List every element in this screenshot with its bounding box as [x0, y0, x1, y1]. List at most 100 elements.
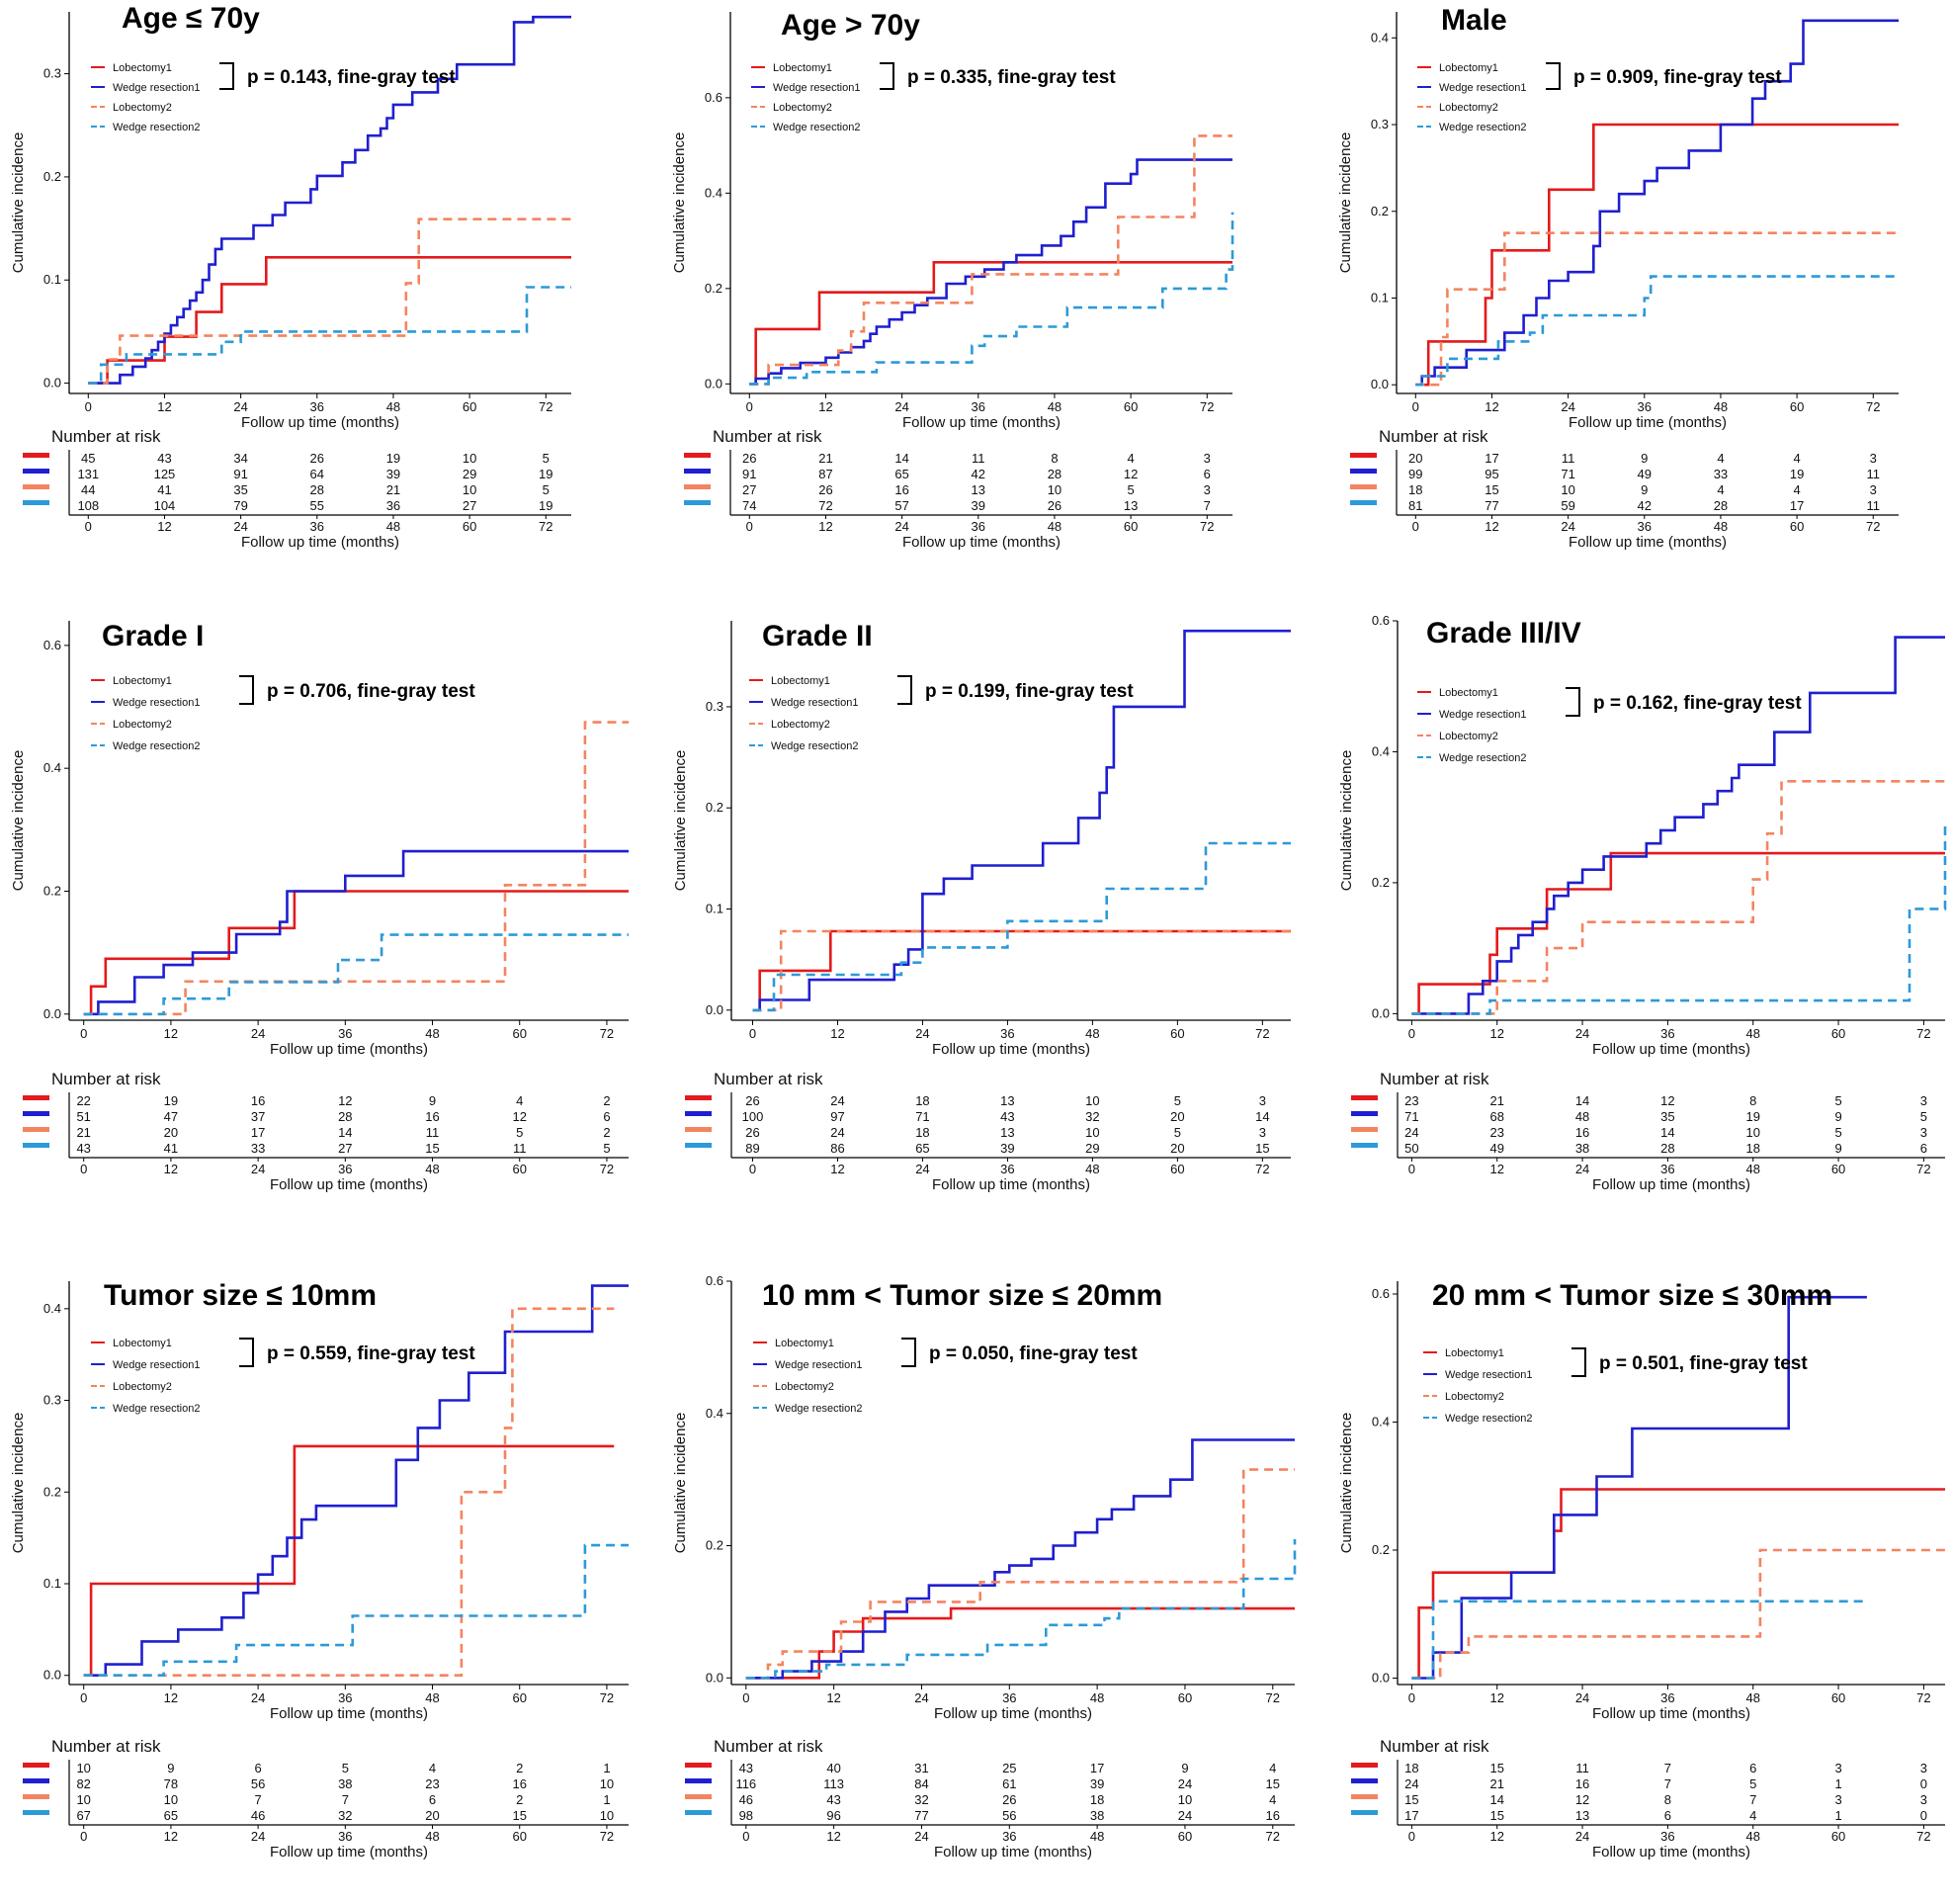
risk-x-tick-label: 36: [972, 519, 985, 534]
risk-value: 14: [1575, 1093, 1589, 1108]
risk-value: 7: [1664, 1776, 1671, 1791]
p-value-bracket: [239, 1338, 254, 1367]
risk-value: 20: [1170, 1141, 1184, 1156]
legend-label: Lobectomy2: [773, 102, 832, 114]
risk-value: 61: [1002, 1776, 1016, 1791]
risk-value: 13: [1575, 1808, 1589, 1823]
risk-value: 34: [233, 451, 247, 466]
risk-x-tick-label: 72: [1200, 519, 1214, 534]
risk-value: 5: [543, 451, 550, 466]
risk-value: 131: [77, 467, 99, 481]
x-axis-label: Follow up time (months): [241, 414, 399, 431]
risk-value: 2: [516, 1761, 523, 1775]
risk-value: 5: [1174, 1125, 1181, 1140]
risk-x-tick-label: 0: [1408, 1162, 1415, 1176]
risk-row-color-key: [684, 500, 711, 505]
legend-label: Wedge resection1: [775, 1359, 862, 1371]
series-line-lobectomy2: [83, 721, 629, 1016]
risk-value: 7: [1749, 1792, 1756, 1807]
risk-value: 32: [914, 1792, 928, 1807]
panel-title: 10 mm < Tumor size ≤ 20mm: [762, 1279, 1162, 1312]
risk-x-tick-label: 24: [1561, 519, 1574, 534]
x-tick-label: 24: [894, 399, 908, 414]
series-line-wedge-resection1: [749, 158, 1232, 386]
y-tick-label: 0.0: [1372, 1005, 1390, 1020]
x-axis-label: Follow up time (months): [1592, 1705, 1750, 1722]
risk-x-tick-label: 36: [310, 519, 324, 534]
y-tick-label: 0.2: [706, 1538, 723, 1553]
risk-value: 78: [164, 1776, 178, 1791]
risk-value: 46: [739, 1792, 753, 1807]
risk-value: 28: [310, 482, 324, 497]
x-tick-label: 36: [1638, 399, 1652, 414]
risk-value: 14: [338, 1125, 352, 1140]
x-tick-label: 72: [600, 1690, 614, 1705]
x-tick-label: 72: [1866, 399, 1880, 414]
risk-value: 27: [463, 498, 476, 513]
x-tick-label: 60: [1170, 1026, 1184, 1041]
x-tick-label: 72: [1200, 399, 1214, 414]
risk-value: 24: [830, 1093, 844, 1108]
risk-value: 1: [603, 1761, 610, 1775]
y-tick-label: 0.4: [1372, 1414, 1390, 1428]
risk-value: 24: [1178, 1776, 1192, 1791]
risk-value: 4: [429, 1761, 436, 1775]
risk-value: 4: [1269, 1792, 1276, 1807]
risk-x-tick-label: 24: [1575, 1162, 1589, 1176]
y-tick-label: 0.4: [43, 1301, 61, 1316]
risk-row-color-key: [23, 453, 49, 458]
legend-label: Wedge resection2: [1439, 122, 1526, 133]
series-line-wedge-resection1: [1415, 19, 1899, 387]
risk-value: 26: [745, 1125, 759, 1140]
risk-value: 3: [1834, 1792, 1841, 1807]
risk-row-color-key: [23, 1143, 49, 1148]
risk-x-tick-label: 24: [251, 1829, 265, 1844]
risk-value: 68: [1489, 1109, 1503, 1124]
risk-value: 43: [739, 1761, 753, 1775]
risk-value: 15: [513, 1808, 527, 1823]
risk-value: 0: [1920, 1776, 1927, 1791]
risk-x-tick-label: 48: [1746, 1829, 1760, 1844]
p-value-label: p = 0.706, fine-gray test: [267, 681, 475, 702]
y-tick-label: 0.6: [705, 90, 722, 105]
risk-value: 18: [1408, 482, 1422, 497]
risk-table-header: Number at risk: [1380, 1070, 1489, 1088]
x-axis-label: Follow up time (months): [270, 1705, 428, 1722]
risk-x-tick-label: 12: [1489, 1162, 1503, 1176]
risk-x-tick-label: 60: [513, 1162, 527, 1176]
legend-label: Wedge resection2: [775, 1403, 862, 1415]
y-tick-label: 0.4: [706, 1406, 723, 1421]
risk-row-color-key: [1351, 1111, 1378, 1116]
series-line-wedge-resection1: [88, 15, 571, 385]
risk-x-tick-label: 48: [1090, 1829, 1104, 1844]
risk-value: 17: [1485, 451, 1498, 466]
risk-value: 2: [516, 1792, 523, 1807]
legend-label: Lobectomy1: [775, 1338, 834, 1349]
y-axis-label: Cumulative incidence: [672, 750, 689, 892]
legend-label: Wedge resection2: [1439, 752, 1526, 764]
risk-row-color-key: [23, 469, 49, 474]
risk-value: 10: [1746, 1125, 1760, 1140]
x-tick-label: 60: [463, 399, 476, 414]
series-line-wedge-resection1: [1411, 636, 1945, 1015]
risk-value: 5: [1749, 1776, 1756, 1791]
risk-value: 32: [338, 1808, 352, 1823]
x-tick-label: 72: [1916, 1026, 1930, 1041]
risk-value: 15: [1485, 482, 1498, 497]
risk-value: 8: [1051, 451, 1058, 466]
risk-value: 5: [1834, 1093, 1841, 1108]
risk-row-color-key: [684, 453, 711, 458]
risk-value: 17: [1404, 1808, 1418, 1823]
x-axis-label: Follow up time (months): [934, 1705, 1092, 1722]
risk-value: 29: [1085, 1141, 1099, 1156]
risk-table-header: Number at risk: [51, 427, 161, 446]
risk-value: 15: [1404, 1792, 1418, 1807]
x-tick-label: 0: [1408, 1690, 1415, 1705]
risk-value: 18: [915, 1125, 929, 1140]
x-tick-label: 36: [338, 1026, 352, 1041]
risk-value: 15: [425, 1141, 439, 1156]
risk-row-color-key: [23, 1095, 49, 1100]
x-axis-label: Follow up time (months): [1592, 1041, 1750, 1058]
risk-value: 26: [1048, 498, 1061, 513]
